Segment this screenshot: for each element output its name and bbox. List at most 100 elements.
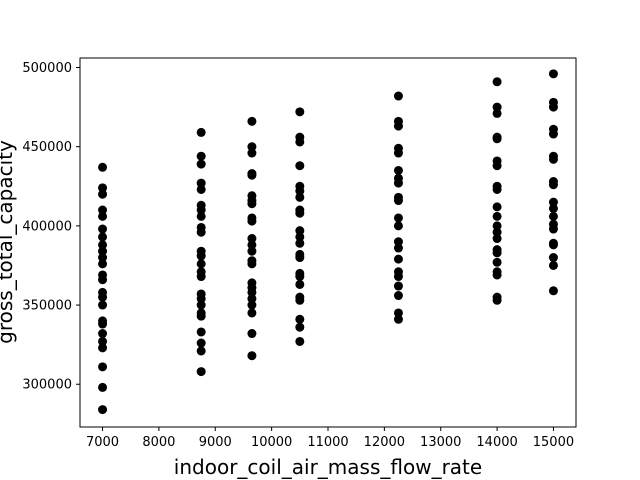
x-tick-label: 9000 xyxy=(199,435,232,450)
data-point xyxy=(196,346,206,356)
data-point xyxy=(247,148,257,158)
data-point xyxy=(492,221,502,231)
data-point xyxy=(492,108,502,118)
data-point xyxy=(393,91,403,101)
data-point xyxy=(548,211,558,221)
y-tick-label: 400000 xyxy=(22,219,72,234)
data-point xyxy=(295,336,305,346)
data-point xyxy=(492,211,502,221)
data-point xyxy=(393,213,403,223)
data-point xyxy=(393,308,403,318)
data-point xyxy=(393,281,403,291)
x-axis-label: indoor_coil_air_mass_flow_rate xyxy=(174,455,482,479)
data-point xyxy=(548,197,558,207)
data-point xyxy=(98,253,108,263)
y-tick-label: 300000 xyxy=(22,378,72,393)
data-point xyxy=(247,170,257,180)
y-axis-ticks: 300000 350000 400000 450000 500000 xyxy=(22,61,80,393)
data-point xyxy=(393,121,403,131)
data-point xyxy=(196,178,206,188)
x-tick-label: 12000 xyxy=(364,435,405,450)
data-point xyxy=(247,240,257,250)
data-point xyxy=(295,238,305,248)
data-point xyxy=(247,329,257,339)
points-layer xyxy=(98,69,558,415)
data-point xyxy=(98,162,108,172)
data-point xyxy=(295,322,305,332)
data-point xyxy=(492,202,502,212)
x-tick-label: 11000 xyxy=(307,435,348,450)
data-point xyxy=(492,270,502,280)
data-point xyxy=(247,199,257,209)
data-point xyxy=(98,189,108,199)
data-point xyxy=(196,251,206,261)
data-point xyxy=(247,216,257,226)
data-point xyxy=(98,362,108,372)
data-point xyxy=(393,178,403,188)
data-point xyxy=(196,294,206,304)
data-point xyxy=(393,221,403,231)
data-point xyxy=(98,329,108,339)
data-point xyxy=(196,311,206,321)
data-point xyxy=(393,165,403,175)
data-point xyxy=(247,351,257,361)
y-tick-label: 350000 xyxy=(22,299,72,314)
data-point xyxy=(247,294,257,304)
y-axis-label: gross_total_capacity xyxy=(0,140,17,344)
data-point xyxy=(196,327,206,337)
x-tick-label: 14000 xyxy=(476,435,517,450)
data-point xyxy=(98,343,108,353)
plot-area xyxy=(80,58,576,427)
data-point xyxy=(548,102,558,112)
x-tick-label: 10000 xyxy=(251,435,292,450)
data-point xyxy=(393,148,403,158)
data-point xyxy=(247,246,257,256)
data-point xyxy=(295,295,305,305)
data-point xyxy=(196,159,206,169)
data-point xyxy=(98,300,108,310)
data-point xyxy=(247,308,257,318)
data-point xyxy=(492,257,502,267)
data-point xyxy=(196,205,206,215)
data-point xyxy=(548,240,558,250)
data-point xyxy=(196,127,206,137)
data-point xyxy=(295,107,305,117)
data-point xyxy=(548,69,558,79)
data-point xyxy=(295,232,305,242)
data-point xyxy=(196,151,206,161)
data-point xyxy=(247,234,257,244)
data-point xyxy=(393,196,403,206)
data-point xyxy=(295,226,305,236)
data-point xyxy=(393,314,403,324)
data-point xyxy=(492,184,502,194)
data-point xyxy=(295,279,305,289)
x-tick-label: 15000 xyxy=(533,435,574,450)
data-point xyxy=(196,227,206,237)
data-point xyxy=(196,211,206,221)
x-tick-label: 13000 xyxy=(420,435,461,450)
data-point xyxy=(196,300,206,310)
data-point xyxy=(393,272,403,282)
x-tick-label: 7000 xyxy=(86,435,119,450)
data-point xyxy=(295,253,305,263)
data-point xyxy=(548,203,558,213)
x-axis-ticks: 7000 8000 9000 10000 11000 12000 13000 14000 150… xyxy=(86,427,574,450)
data-point xyxy=(247,259,257,269)
data-point xyxy=(548,286,558,296)
x-tick-label: 8000 xyxy=(142,435,175,450)
data-point xyxy=(98,183,108,193)
data-point xyxy=(98,292,108,302)
data-point xyxy=(492,102,502,112)
data-point xyxy=(548,180,558,190)
data-point xyxy=(492,248,502,258)
y-tick-label: 500000 xyxy=(22,61,72,76)
data-point xyxy=(98,224,108,234)
data-point xyxy=(247,142,257,152)
data-point xyxy=(295,314,305,324)
data-point xyxy=(548,224,558,234)
data-point xyxy=(98,405,108,415)
data-point xyxy=(98,319,108,329)
data-point xyxy=(492,161,502,171)
data-point xyxy=(492,295,502,305)
data-point xyxy=(247,300,257,310)
